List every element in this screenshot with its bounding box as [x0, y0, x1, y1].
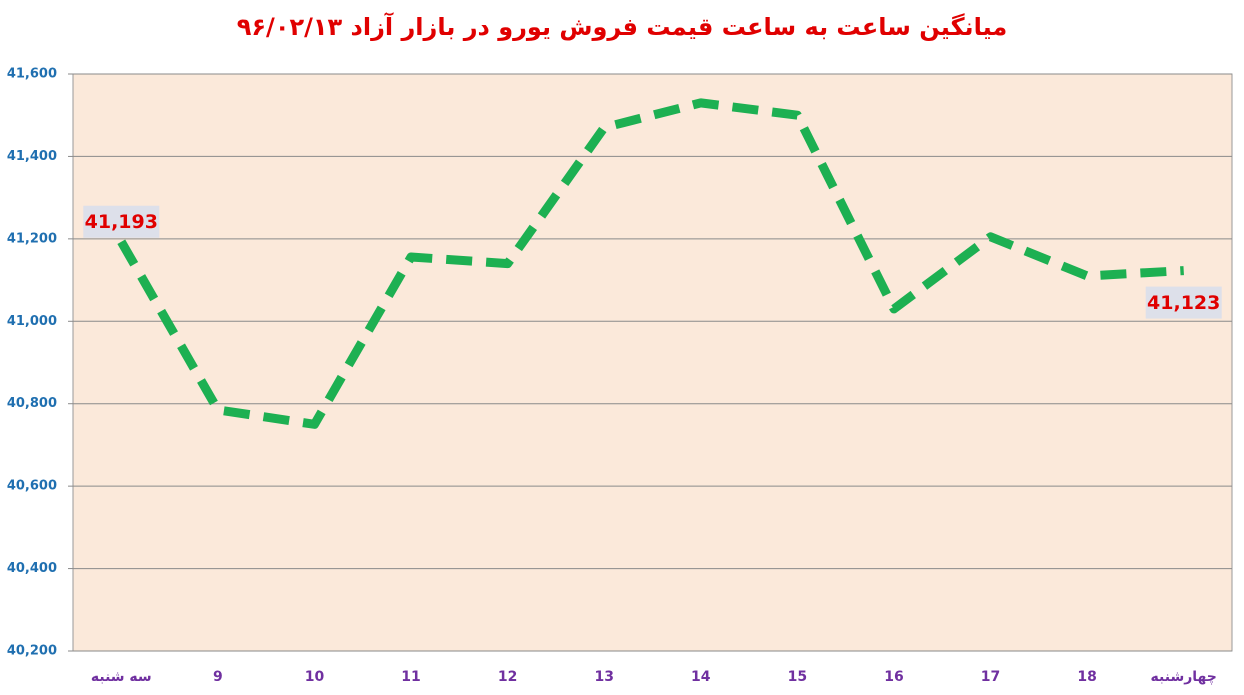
x-tick-label: 12 [498, 669, 517, 685]
y-tick-label: 40,600 [7, 479, 57, 494]
y-tick-label: 41,600 [7, 67, 57, 82]
value-label-box [1145, 286, 1222, 319]
x-tick-label: 16 [884, 669, 903, 685]
value-label-box [83, 205, 160, 238]
plot-area [72, 73, 1233, 652]
x-tick-label: 17 [981, 669, 1000, 685]
x-tick-label: سه شنبه [91, 669, 152, 685]
y-tick-label: 40,200 [7, 644, 57, 659]
y-tick-label: 40,800 [7, 396, 57, 411]
x-tick-label: 14 [691, 669, 711, 685]
chart-title: میانگین ساعت به ساعت قیمت فروش یورو در ب… [237, 12, 1007, 41]
value-label: 41,123 [1147, 292, 1220, 314]
x-tick-label: 13 [594, 669, 613, 685]
value-label: 41,193 [85, 211, 158, 233]
x-tick-label: 18 [1077, 669, 1096, 685]
y-tick-label: 41,000 [7, 314, 57, 329]
x-tick-label: 15 [788, 669, 807, 685]
x-tick-label: 11 [401, 669, 420, 685]
y-tick-label: 41,400 [7, 149, 57, 164]
y-tick-label: 40,400 [7, 561, 57, 576]
x-tick-label: 9 [213, 669, 223, 685]
x-tick-label: 10 [305, 669, 325, 685]
x-tick-label: چهارشنبه [1151, 669, 1217, 685]
line [117, 98, 1184, 429]
y-tick-label: 41,200 [7, 231, 57, 246]
